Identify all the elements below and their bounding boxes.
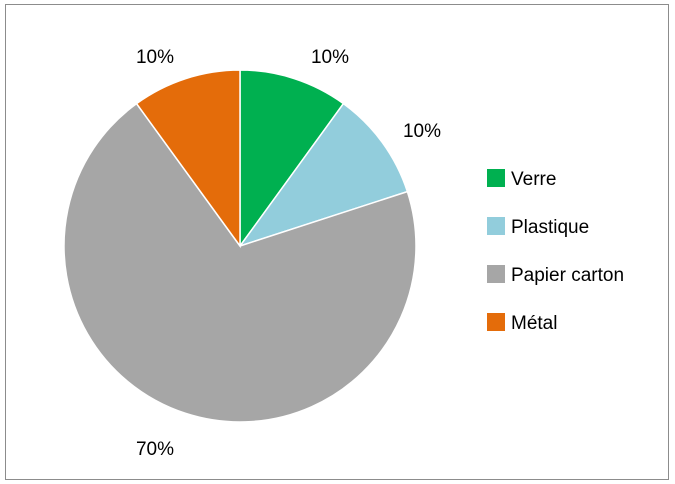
pie-slice-papier-carton <box>63 102 417 423</box>
legend-label-verre: Verre <box>511 169 556 190</box>
data-label-papier-carton: 70% <box>136 439 174 460</box>
legend-swatch-plastique <box>487 217 505 235</box>
legend-swatch-metal <box>487 313 505 331</box>
legend-swatch-verre <box>487 169 505 187</box>
data-label-metal: 10% <box>136 47 174 68</box>
data-label-verre: 10% <box>311 47 349 68</box>
pie-slice-plastique <box>238 102 409 248</box>
pie-slice-verre <box>239 69 345 249</box>
data-label-plastique: 10% <box>403 121 441 142</box>
pie-slice-metal <box>135 69 241 249</box>
legend-label-plastique: Plastique <box>511 217 589 238</box>
legend-label-metal: Métal <box>511 313 557 334</box>
legend-swatch-papier-carton <box>487 265 505 283</box>
legend-label-papier-carton: Papier carton <box>511 265 624 286</box>
